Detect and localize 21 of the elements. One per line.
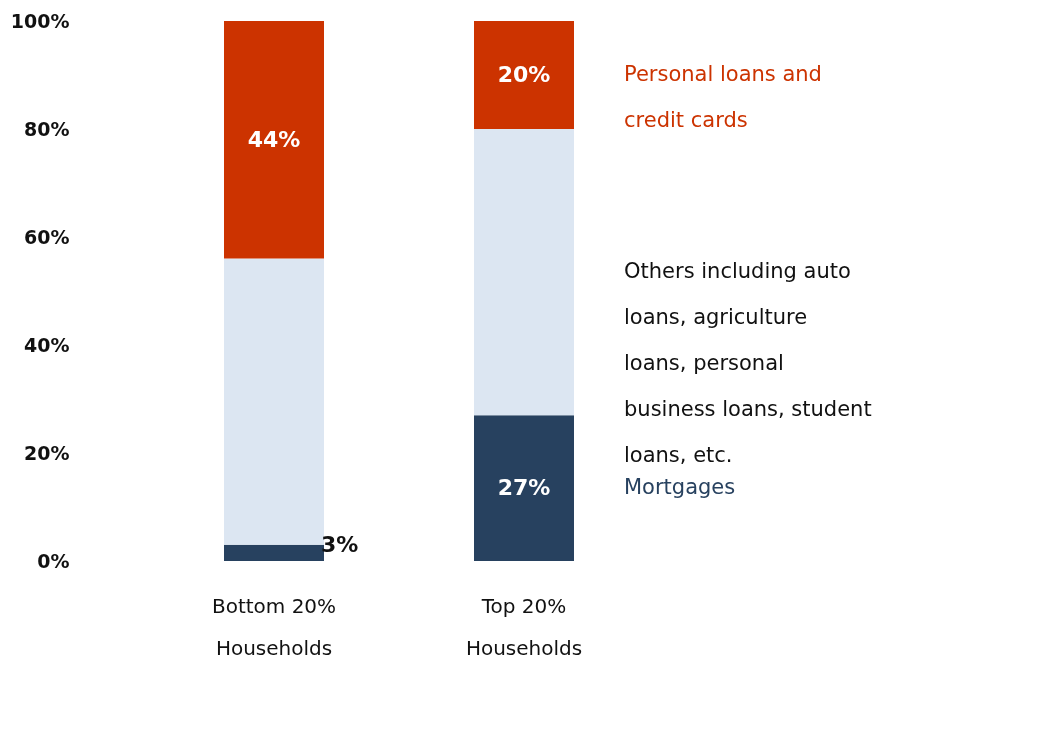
y-tick-label: 100% [10, 9, 70, 32]
bar [474, 415, 574, 561]
bar [474, 21, 574, 129]
y-tick-label: 80% [24, 117, 70, 140]
text: Personal loans and credit cards [624, 62, 822, 132]
text: Mortgages [624, 475, 736, 500]
data-label: 20% [497, 62, 551, 87]
x-tick-label: Top 20% Households [465, 593, 583, 660]
text: Others including auto loans, agriculture loans, personal business loans, student loans, etc. [624, 259, 872, 468]
data-label: 44% [247, 126, 301, 152]
bar [474, 129, 574, 416]
bar [224, 544, 324, 561]
data-label: 27% [497, 475, 551, 501]
x-tick-label: Bottom 20% Households [211, 593, 337, 660]
y-tick-label: 60% [24, 225, 70, 248]
y-tick-label: 20% [24, 441, 70, 464]
bar [224, 21, 324, 259]
data-label: 3% [321, 531, 359, 557]
y-tick-label: 40% [24, 333, 70, 356]
bar [224, 258, 324, 545]
y-tick-label: 0% [37, 549, 70, 572]
